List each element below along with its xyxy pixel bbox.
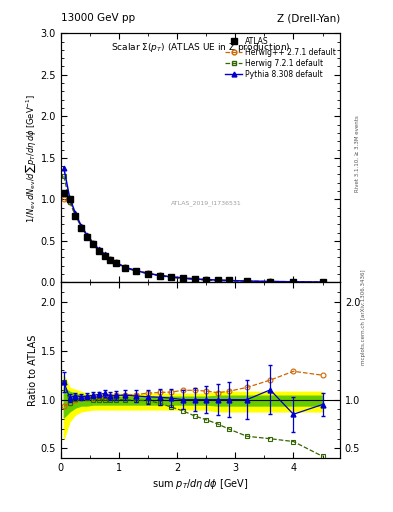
Y-axis label: Ratio to ATLAS: Ratio to ATLAS [28, 335, 38, 406]
Legend: ATLAS, Herwig++ 2.7.1 default, Herwig 7.2.1 default, Pythia 8.308 default: ATLAS, Herwig++ 2.7.1 default, Herwig 7.… [226, 37, 336, 79]
Text: Z (Drell-Yan): Z (Drell-Yan) [277, 13, 340, 24]
X-axis label: sum $p_T/d\eta\,d\phi$ [GeV]: sum $p_T/d\eta\,d\phi$ [GeV] [152, 477, 249, 492]
Y-axis label: $1/N_{\rm ev}\,dN_{\rm ev}/d\sum p_T/d\eta\,d\phi\;[\rm GeV^{-1}]$: $1/N_{\rm ev}\,dN_{\rm ev}/d\sum p_T/d\e… [24, 93, 38, 223]
Text: Scalar $\Sigma(p_T)$ (ATLAS UE in Z production): Scalar $\Sigma(p_T)$ (ATLAS UE in Z prod… [111, 41, 290, 54]
Text: ATLAS_2019_I1736531: ATLAS_2019_I1736531 [171, 200, 241, 205]
Text: mcplots.cern.ch [arXiv:1306.3436]: mcplots.cern.ch [arXiv:1306.3436] [361, 270, 366, 365]
Text: 13000 GeV pp: 13000 GeV pp [61, 13, 135, 24]
Text: Rivet 3.1.10, ≥ 3.3M events: Rivet 3.1.10, ≥ 3.3M events [354, 115, 359, 192]
